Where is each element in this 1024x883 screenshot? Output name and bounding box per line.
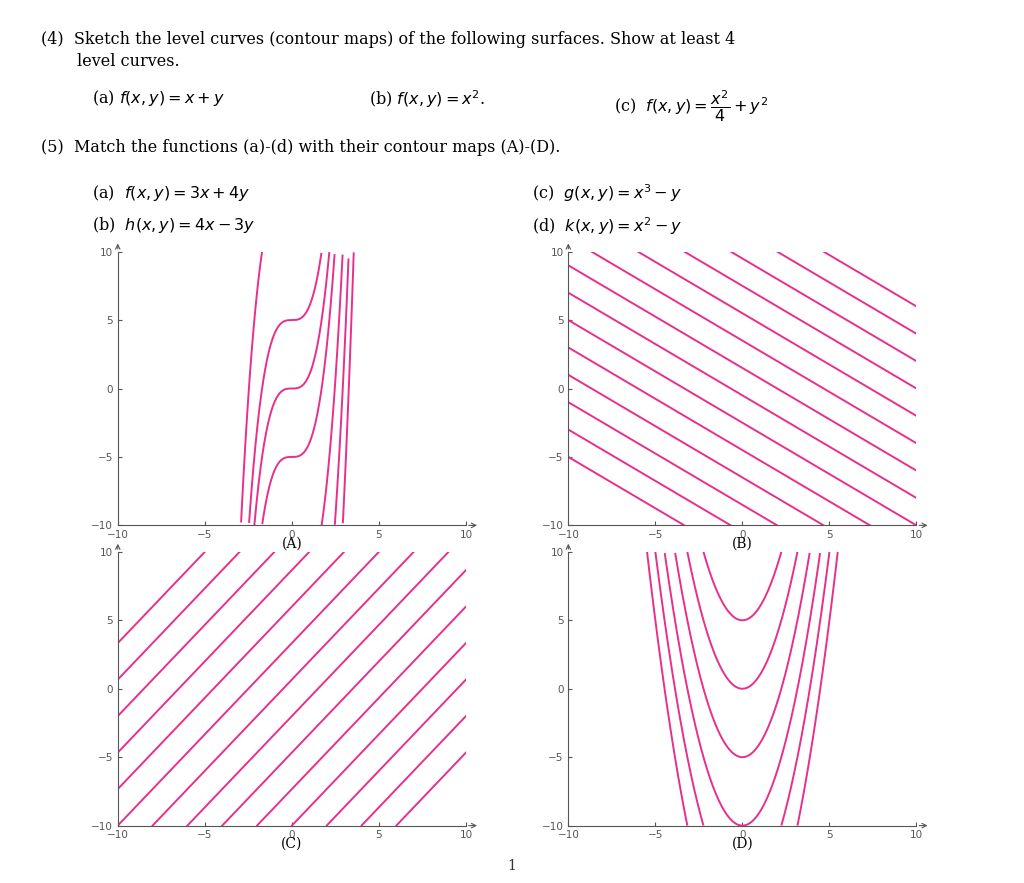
Text: (a)  $f(x, y) = 3x + 4y$: (a) $f(x, y) = 3x + 4y$	[92, 183, 251, 203]
Text: (A): (A)	[282, 536, 302, 550]
Text: (D): (D)	[731, 836, 754, 850]
Text: (b)  $h(x, y) = 4x - 3y$: (b) $h(x, y) = 4x - 3y$	[92, 215, 256, 236]
Text: (B): (B)	[732, 536, 753, 550]
Text: (a) $f(x, y) = x + y$: (a) $f(x, y) = x + y$	[92, 88, 225, 109]
Text: (c)  $f(x, y) = \dfrac{x^2}{4} + y^2$: (c) $f(x, y) = \dfrac{x^2}{4} + y^2$	[614, 88, 768, 124]
Text: 1: 1	[508, 859, 516, 872]
Text: (4)  Sketch the level curves (contour maps) of the following surfaces. Show at l: (4) Sketch the level curves (contour map…	[41, 31, 735, 48]
Text: (5)  Match the functions (a)-(d) with their contour maps (A)-(D).: (5) Match the functions (a)-(d) with the…	[41, 139, 560, 155]
Text: (c)  $g(x, y) = x^3 - y$: (c) $g(x, y) = x^3 - y$	[532, 183, 683, 205]
Text: (C): (C)	[282, 836, 302, 850]
Text: (d)  $k(x, y) = x^2 - y$: (d) $k(x, y) = x^2 - y$	[532, 215, 683, 238]
Text: level curves.: level curves.	[77, 53, 179, 70]
Text: (b) $f(x, y) = x^2$.: (b) $f(x, y) = x^2$.	[369, 88, 484, 110]
